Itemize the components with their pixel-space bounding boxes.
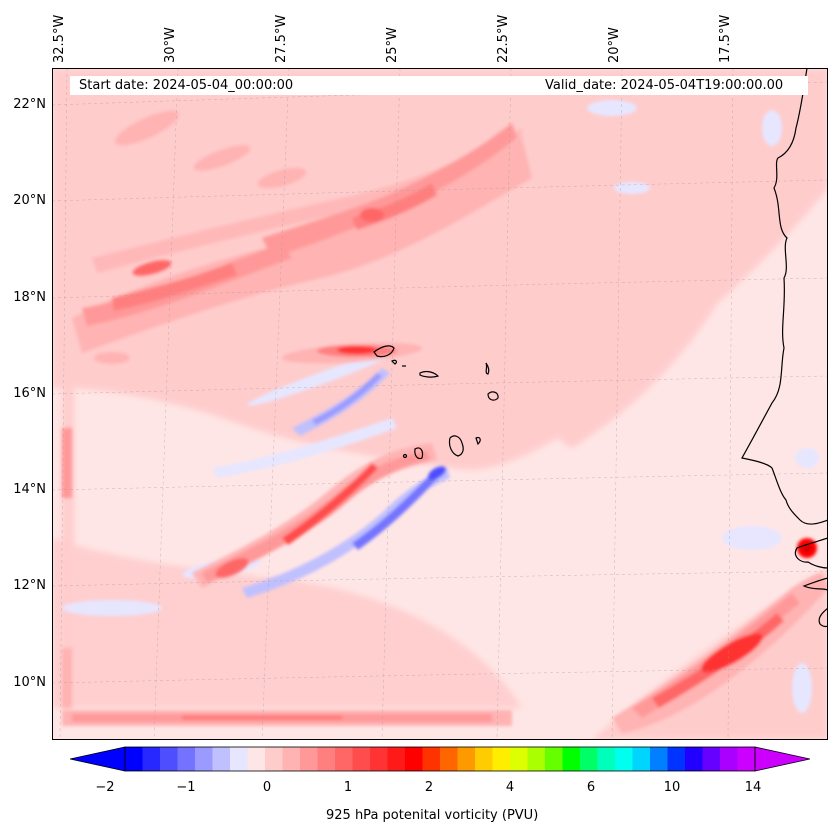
lon-label-22-5w: 22.5°W — [496, 14, 511, 63]
lat-label-20n: 20°N — [13, 193, 46, 208]
colorbar-segment — [177, 747, 196, 771]
colorbar-tick-label: 10 — [663, 780, 681, 795]
lon-label-20w: 20°W — [607, 27, 622, 63]
colorbar-segment — [440, 747, 458, 771]
colorbar-segment — [387, 747, 406, 771]
colorbar-segment — [265, 747, 283, 771]
colorbar-segment — [720, 747, 738, 771]
colorbar-segment — [335, 747, 353, 771]
pv-main-dipole-band — [192, 443, 450, 598]
date-label-strip — [70, 76, 808, 95]
colorbar-segment — [422, 747, 441, 771]
colorbar-segments — [125, 747, 756, 771]
colorbar-segment — [702, 747, 721, 771]
lat-label-14n: 14°N — [13, 482, 46, 497]
start-date-label: Start date: 2024-05-04_00:00:00 — [79, 78, 294, 93]
colorbar-segment — [160, 747, 178, 771]
colorbar-tick-label: 2 — [424, 780, 434, 795]
colorbar-segment — [352, 747, 371, 771]
colorbar-segment — [615, 747, 633, 771]
pv-north-streaks — [72, 110, 532, 364]
colorbar-segment — [737, 747, 756, 771]
colorbar-segment — [370, 747, 388, 771]
colorbar-segment — [685, 747, 703, 771]
pv-southern-boundary-band — [62, 428, 512, 726]
colorbar-segment — [212, 747, 231, 771]
colorbar-ticks: −2 −1 0 1 2 4 6 10 14 — [0, 780, 837, 800]
lat-label-18n: 18°N — [13, 290, 46, 305]
colorbar — [70, 746, 810, 772]
colorbar-segment — [475, 747, 493, 771]
colorbar-segment — [580, 747, 598, 771]
colorbar-segment — [667, 747, 686, 771]
colorbar-segment — [317, 747, 336, 771]
colorbar-tick-label: −1 — [176, 780, 196, 795]
colorbar-segment — [230, 747, 248, 771]
map-frame — [52, 68, 828, 740]
colorbar-segment — [562, 747, 581, 771]
colorbar-segment — [632, 747, 651, 771]
colorbar-segment — [650, 747, 668, 771]
colorbar-segment — [195, 747, 213, 771]
colorbar-label: 925 hPa potenital vorticity (PVU) — [326, 808, 539, 823]
cape-verde-islands — [373, 345, 499, 460]
colorbar-tick-label: 0 — [262, 780, 272, 795]
colorbar-segment — [300, 747, 318, 771]
pv-negative-patches — [62, 100, 819, 713]
lon-label-17-5w: 17.5°W — [718, 14, 733, 63]
colorbar-extend-left — [70, 746, 126, 772]
colorbar-segment — [247, 747, 266, 771]
colorbar-frame — [124, 746, 756, 772]
lat-label-10n: 10°N — [13, 675, 46, 690]
lat-label-12n: 12°N — [13, 578, 46, 593]
colorbar-segment — [545, 747, 563, 771]
colorbar-segment — [510, 747, 528, 771]
pv-map — [52, 68, 828, 740]
colorbar-segment — [527, 747, 546, 771]
colorbar-segment — [282, 747, 301, 771]
lon-label-30w: 30°W — [163, 27, 178, 63]
lon-label-32-5w: 32.5°W — [52, 14, 67, 63]
lon-label-27-5w: 27.5°W — [274, 14, 289, 63]
colorbar-segment — [597, 747, 616, 771]
pv-light-region — [52, 68, 828, 740]
colorbar-segment — [457, 747, 476, 771]
colorbar-extend-right — [754, 746, 810, 772]
lat-label-22n: 22°N — [13, 97, 46, 112]
lon-label-25w: 25°W — [385, 27, 400, 63]
colorbar-tick-label: 6 — [586, 780, 596, 795]
colorbar-segment — [492, 747, 511, 771]
colorbar-segment — [405, 747, 423, 771]
colorbar-segment — [125, 747, 143, 771]
colorbar-tick-label: −2 — [95, 780, 115, 795]
pv-southeast-maximum — [612, 538, 828, 733]
colorbar-tick-label: 14 — [744, 780, 762, 795]
colorbar-segment — [142, 747, 161, 771]
lat-label-16n: 16°N — [13, 386, 46, 401]
colorbar-tick-label: 4 — [505, 780, 515, 795]
colorbar-tick-label: 1 — [343, 780, 353, 795]
valid-date-label: Valid_date: 2024-05-04T19:00:00.00 — [545, 78, 784, 93]
